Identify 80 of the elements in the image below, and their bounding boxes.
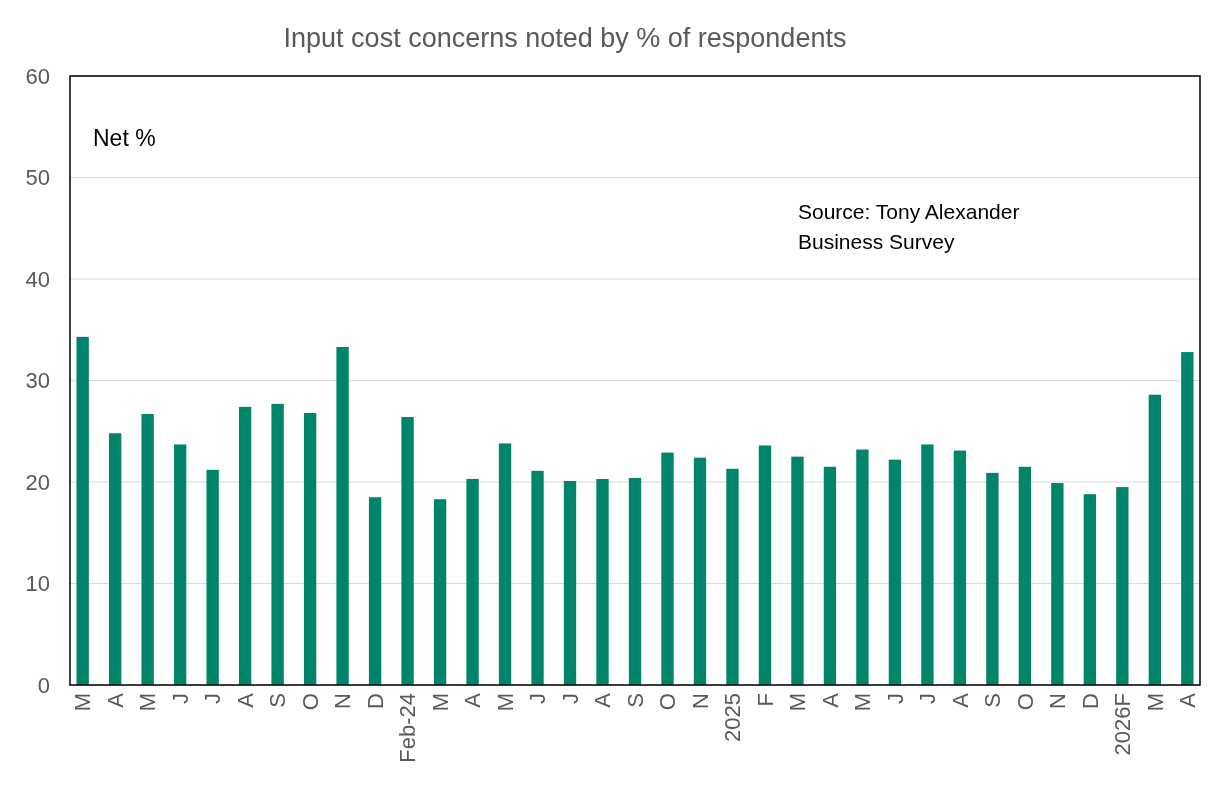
annotation: Net % bbox=[93, 125, 156, 151]
y-tick-label: 40 bbox=[25, 266, 50, 292]
x-tick-label: F bbox=[752, 693, 778, 707]
bar bbox=[726, 468, 739, 685]
x-tick-label: N bbox=[1045, 693, 1071, 709]
y-tick-label: 20 bbox=[25, 469, 50, 495]
bar bbox=[336, 347, 349, 685]
x-tick-label: D bbox=[1077, 693, 1103, 709]
x-tick-label: A bbox=[590, 692, 616, 708]
y-tick-label: 10 bbox=[25, 571, 50, 597]
bar bbox=[1018, 466, 1032, 685]
y-tick-label: 60 bbox=[25, 63, 50, 89]
bar bbox=[368, 497, 382, 685]
x-tick-label: O bbox=[1012, 693, 1038, 711]
x-tick-label: M bbox=[785, 693, 811, 712]
x-tick-label: S bbox=[980, 693, 1006, 708]
bar bbox=[596, 478, 609, 685]
bar bbox=[271, 403, 284, 685]
x-tick-label: A bbox=[947, 692, 973, 708]
bar bbox=[693, 457, 707, 685]
x-tick-label: A bbox=[1175, 692, 1201, 708]
bar bbox=[661, 452, 674, 685]
x-tick-label: M bbox=[427, 693, 453, 712]
x-tick-label: A bbox=[232, 692, 258, 708]
bar bbox=[953, 450, 967, 685]
x-tick-label: J bbox=[167, 693, 193, 704]
x-tick-label: Feb-24 bbox=[395, 693, 421, 763]
annotation: Source: Tony Alexander Business Survey bbox=[798, 200, 1020, 253]
x-tick-label: M bbox=[492, 693, 518, 712]
bar bbox=[303, 412, 317, 685]
x-tick-label: M bbox=[70, 693, 96, 712]
bar bbox=[888, 459, 902, 685]
bar bbox=[1116, 487, 1129, 685]
x-tick-label: O bbox=[655, 693, 681, 711]
x-tick-label: J bbox=[525, 693, 551, 704]
y-tick-label: 0 bbox=[37, 672, 50, 698]
bar bbox=[758, 445, 772, 685]
x-tick-label: 2025 bbox=[720, 693, 746, 742]
x-tick-label: J bbox=[200, 693, 226, 704]
bar bbox=[238, 406, 252, 685]
bar bbox=[628, 477, 642, 685]
bar bbox=[76, 336, 89, 685]
bar bbox=[466, 478, 479, 685]
x-tick-label: 2026F bbox=[1110, 693, 1136, 756]
x-tick-label: A bbox=[817, 692, 843, 708]
bar bbox=[1083, 494, 1097, 685]
x-tick-label: A bbox=[102, 692, 128, 708]
bar bbox=[401, 417, 414, 685]
bar bbox=[986, 472, 999, 685]
x-tick-label: S bbox=[265, 693, 291, 708]
x-tick-label: O bbox=[297, 693, 323, 711]
bar bbox=[563, 480, 577, 685]
bar bbox=[856, 449, 869, 685]
bar bbox=[433, 499, 447, 685]
chart-title: Input cost concerns noted by % of respondents bbox=[283, 23, 847, 53]
bar bbox=[141, 414, 154, 685]
bar bbox=[206, 469, 219, 685]
bar bbox=[173, 444, 187, 685]
bar bbox=[823, 466, 837, 685]
bar bbox=[791, 456, 804, 685]
x-tick-label: J bbox=[882, 693, 908, 704]
x-tick-label: D bbox=[362, 693, 388, 709]
x-tick-label: M bbox=[135, 693, 161, 712]
x-tick-label: J bbox=[915, 693, 941, 704]
x-tick-label: M bbox=[850, 693, 876, 712]
x-tick-label: J bbox=[557, 693, 583, 704]
x-tick-label: S bbox=[622, 693, 648, 708]
bar bbox=[1051, 483, 1064, 685]
bar bbox=[498, 443, 512, 685]
x-tick-label: N bbox=[687, 693, 713, 709]
bar bbox=[531, 470, 544, 685]
x-tick-label: A bbox=[460, 692, 486, 708]
bar bbox=[1181, 352, 1194, 685]
y-tick-label: 30 bbox=[25, 368, 50, 394]
x-tick-label: M bbox=[1142, 693, 1168, 712]
bar bbox=[1148, 394, 1162, 685]
bar bbox=[108, 433, 122, 685]
bar bbox=[921, 444, 934, 685]
y-tick-label: 50 bbox=[25, 165, 50, 191]
x-tick-label: N bbox=[330, 693, 356, 709]
